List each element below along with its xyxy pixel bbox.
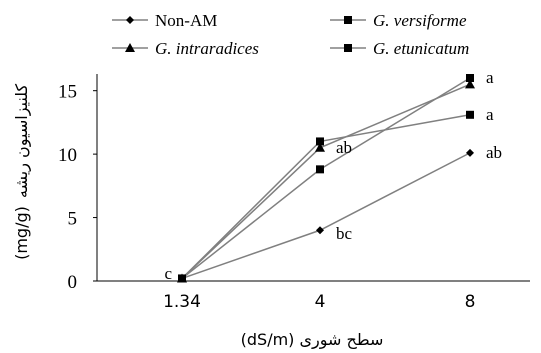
series bbox=[177, 79, 475, 283]
data-point bbox=[466, 148, 474, 157]
significance-label: c bbox=[164, 264, 172, 283]
y-tick-label: 15 bbox=[58, 82, 77, 103]
legend-item: G. intraradices bbox=[112, 39, 259, 58]
legend-label: G. versiforme bbox=[373, 11, 467, 30]
legend-marker bbox=[126, 16, 134, 24]
significance-label: ab bbox=[486, 143, 502, 162]
x-tick-label: 4 bbox=[315, 292, 326, 312]
x-tick-label: 1.34 bbox=[163, 292, 201, 312]
annotations: c bc ab aa ab bbox=[164, 68, 502, 283]
series bbox=[178, 110, 474, 283]
data-point bbox=[466, 110, 474, 119]
significance-label: bc bbox=[336, 224, 353, 243]
data-point bbox=[316, 137, 324, 146]
y-tick-label: 0 bbox=[68, 272, 78, 293]
legend-label: G. intraradices bbox=[155, 39, 259, 58]
series-layer bbox=[177, 74, 475, 283]
axes: 0 5 10 15 1.34 4 8 bbox=[58, 74, 530, 312]
series-line bbox=[181, 152, 471, 280]
significance-label: a bbox=[486, 68, 494, 87]
legend-marker bbox=[344, 16, 352, 24]
significance-label: a bbox=[486, 105, 494, 124]
series-line bbox=[181, 83, 471, 280]
legend-label: Non-AM bbox=[155, 11, 217, 30]
legend-marker bbox=[344, 44, 352, 52]
series bbox=[178, 74, 474, 283]
data-point bbox=[316, 165, 324, 174]
y-tick-label: 10 bbox=[58, 145, 77, 166]
legend-item: G. etunicatum bbox=[330, 39, 469, 58]
y-axis-label-unit: (mg/g) bbox=[12, 206, 31, 260]
series bbox=[178, 148, 474, 283]
legend: Non-AM G. versiforme G. intraradices G. etu… bbox=[112, 11, 469, 58]
series-line bbox=[181, 77, 471, 280]
legend-marker bbox=[125, 43, 135, 52]
y-tick-label: 5 bbox=[68, 209, 78, 230]
legend-label: G. etunicatum bbox=[373, 39, 469, 58]
significance-label: ab bbox=[336, 138, 352, 157]
series-line bbox=[181, 114, 471, 279]
data-point bbox=[316, 226, 324, 235]
legend-item: Non-AM bbox=[112, 11, 217, 30]
legend-item: G. versiforme bbox=[330, 11, 467, 30]
x-axis-label: سطح شوری (dS/m) bbox=[241, 330, 384, 350]
x-tick-label: 8 bbox=[465, 292, 476, 312]
data-point bbox=[465, 79, 475, 89]
data-point bbox=[315, 142, 325, 152]
data-point bbox=[178, 274, 186, 283]
y-axis-label: (mg/g) کلنیزاسیون ریشه bbox=[12, 84, 32, 260]
data-point bbox=[466, 74, 474, 82]
y-axis-label-text: کلنیزاسیون ریشه bbox=[12, 84, 32, 199]
